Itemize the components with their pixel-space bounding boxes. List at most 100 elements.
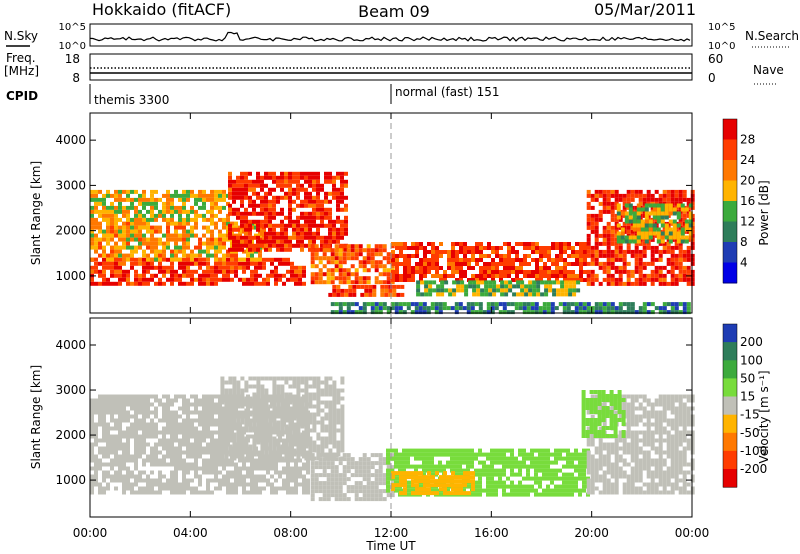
heatmap-cell — [296, 376, 301, 381]
heatmap-cell — [268, 219, 272, 224]
heatmap-cell — [234, 482, 238, 487]
heatmap-cell — [174, 205, 178, 210]
heatmap-cell — [636, 219, 641, 224]
heatmap-cell — [236, 428, 241, 433]
heatmap-cell — [658, 193, 663, 198]
heatmap-cell — [395, 246, 399, 250]
heatmap-cell — [308, 175, 312, 180]
heatmap-cell — [138, 241, 142, 246]
heatmap-cell — [354, 248, 359, 253]
heatmap-cell — [346, 280, 351, 285]
heatmap-cell — [682, 209, 687, 214]
heatmap-cell — [226, 478, 230, 483]
heatmap-cell — [240, 211, 244, 216]
heatmap-cell — [499, 246, 503, 250]
heatmap-cell — [256, 219, 260, 224]
heatmap-cell — [338, 461, 343, 466]
heatmap-cell — [206, 225, 210, 230]
heatmap-cell — [94, 281, 98, 286]
heatmap-cell — [586, 253, 591, 258]
freq-label-line2: [MHz] — [4, 64, 39, 78]
heatmap-cell — [622, 302, 627, 307]
heatmap-cell — [250, 253, 254, 258]
heatmap-cell — [150, 225, 154, 230]
heatmap-cell — [316, 175, 320, 180]
heatmap-cell — [260, 444, 265, 449]
heatmap-cell — [138, 474, 142, 479]
heatmap-cell — [272, 227, 276, 232]
heatmap-cell — [242, 478, 246, 483]
heatmap-cell — [314, 465, 319, 470]
heatmap-cell — [586, 273, 591, 278]
heatmap-cell — [288, 239, 292, 244]
heatmap-cell — [451, 250, 455, 254]
heatmap-cell — [447, 254, 451, 258]
heatmap-cell — [362, 280, 367, 285]
heatmap-cell — [426, 310, 431, 315]
heatmap-cell — [158, 257, 162, 262]
heatmap-cell — [232, 235, 236, 240]
heatmap-cell — [682, 310, 687, 315]
heatmap-cell — [264, 388, 269, 393]
heatmap-cell — [342, 256, 347, 261]
heatmap-cell — [338, 256, 343, 261]
heatmap-cell — [174, 237, 178, 242]
heatmap-cell — [626, 269, 631, 274]
heatmap-cell — [602, 237, 607, 242]
heatmap-cell — [648, 231, 653, 236]
heatmap-cell — [483, 254, 487, 258]
heatmap-cell — [358, 252, 363, 257]
heatmap-cell — [90, 241, 94, 246]
heatmap-cell — [102, 398, 106, 403]
heatmap-cell — [190, 229, 194, 234]
heatmap-cell — [198, 490, 202, 495]
heatmap-cell — [298, 273, 302, 278]
heatmap-cell — [254, 281, 258, 286]
heatmap-cell — [98, 241, 102, 246]
heatmap-cell — [268, 191, 272, 196]
heatmap-cell — [220, 440, 225, 445]
heatmap-cell — [362, 493, 367, 498]
heatmap-cell — [395, 258, 399, 262]
heatmap-cell — [392, 284, 397, 289]
heatmap-cell — [312, 215, 316, 220]
heatmap-cell — [334, 276, 339, 281]
heatmap-cell — [126, 434, 130, 439]
heatmap-cell — [354, 493, 359, 498]
heatmap-cell — [236, 195, 240, 200]
heatmap-cell — [606, 245, 611, 250]
heatmap-cell — [256, 436, 261, 441]
heatmap-cell — [106, 253, 110, 258]
heatmap-cell — [170, 446, 174, 451]
heatmap-cell — [244, 231, 248, 236]
heatmap-cell — [260, 219, 264, 224]
heatmap-cell — [530, 310, 535, 315]
heatmap-cell — [654, 277, 659, 282]
heatmap-cell — [340, 420, 345, 425]
heatmap-cell — [118, 442, 122, 447]
heatmap-cell — [280, 231, 284, 236]
heatmap-cell — [462, 456, 466, 461]
heatmap-cell — [118, 205, 122, 210]
heatmap-cell — [454, 302, 459, 307]
heatmap-cell — [346, 252, 351, 257]
heatmap-cell — [90, 446, 94, 451]
heatmap-cell — [294, 462, 298, 467]
heatmap-cell — [454, 306, 459, 311]
heatmap-cell — [555, 270, 559, 274]
heatmap-cell — [138, 221, 142, 226]
heatmap-cell — [402, 460, 406, 465]
heatmap-cell — [556, 288, 561, 293]
heatmap-cell — [214, 478, 218, 483]
heatmap-cell — [490, 484, 494, 489]
heatmap-cell — [443, 278, 447, 282]
heatmap-cell — [316, 191, 320, 196]
heatmap-cell — [248, 456, 253, 461]
heatmap-cell — [90, 193, 94, 198]
heatmap-cell — [242, 462, 246, 467]
heatmap-cell — [106, 402, 110, 407]
heatmap-cell — [507, 254, 511, 258]
heatmap-cell — [386, 306, 391, 311]
heatmap-cell — [342, 260, 347, 265]
heatmap-cell — [686, 249, 691, 254]
